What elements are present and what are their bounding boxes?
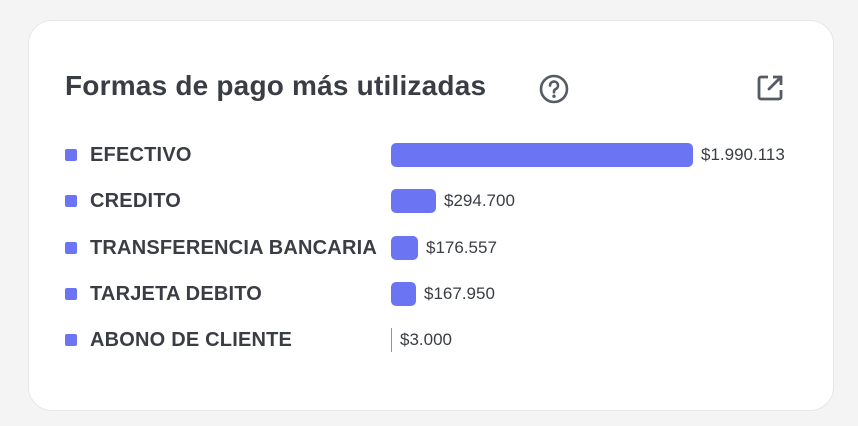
value-label: $294.700 xyxy=(444,191,515,210)
bar[interactable] xyxy=(391,282,416,306)
payment-methods-card: Formas de pago más utilizadas EFECTIVO $1… xyxy=(28,20,834,411)
bar[interactable] xyxy=(391,189,436,213)
category-label: TRANSFERENCIA BANCARIA xyxy=(90,237,377,259)
category-label: EFECTIVO xyxy=(90,144,192,166)
open-external-icon[interactable] xyxy=(753,71,787,105)
help-circle-icon[interactable] xyxy=(538,73,570,105)
bar[interactable] xyxy=(391,143,693,167)
legend-marker xyxy=(65,334,77,346)
card-title: Formas de pago más utilizadas xyxy=(65,70,487,101)
legend-marker xyxy=(65,288,77,300)
value-label: $167.950 xyxy=(424,284,495,303)
value-label: $176.557 xyxy=(426,238,497,257)
legend-marker xyxy=(65,195,77,207)
category-label: ABONO DE CLIENTE xyxy=(90,329,293,351)
legend-marker xyxy=(65,242,77,254)
category-label: TARJETA DEBITO xyxy=(90,283,263,305)
category-label: CREDITO xyxy=(90,190,182,212)
legend-marker xyxy=(65,149,77,161)
value-label: $1.990.113 xyxy=(701,145,785,164)
bar[interactable] xyxy=(391,236,418,260)
bar[interactable] xyxy=(391,328,392,352)
value-label: $3.000 xyxy=(400,330,452,349)
